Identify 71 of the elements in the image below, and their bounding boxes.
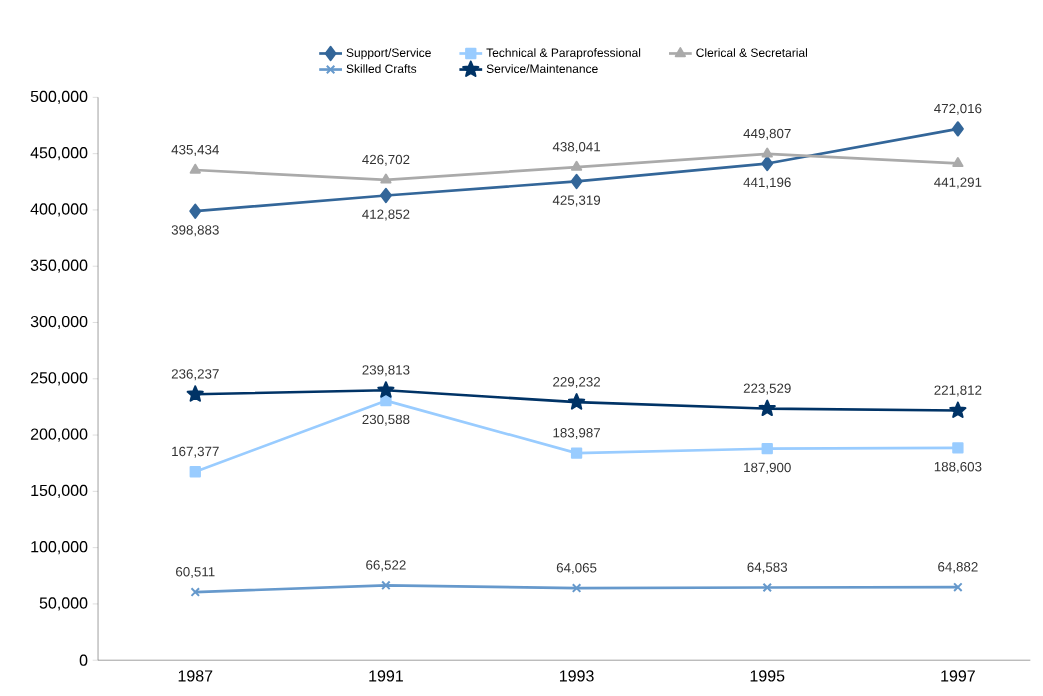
x-tick-label: 1995 bbox=[750, 670, 785, 682]
data-label: 64,065 bbox=[556, 562, 597, 574]
data-label: 425,319 bbox=[552, 195, 601, 207]
point bbox=[377, 381, 395, 398]
data-label: 435,434 bbox=[171, 144, 219, 156]
legend-label: Clerical & Secretarial bbox=[696, 48, 807, 57]
legend-label: Technical & Paraprofessional bbox=[486, 48, 641, 60]
data-label: 229,232 bbox=[553, 376, 601, 389]
y-tick-label: 450,000 bbox=[30, 146, 88, 161]
point bbox=[567, 393, 586, 410]
data-label: 183,987 bbox=[553, 427, 601, 439]
point bbox=[189, 163, 201, 174]
point bbox=[758, 399, 776, 416]
point bbox=[762, 582, 772, 593]
x-tick-label: 1993 bbox=[559, 670, 594, 682]
y-tick-label: 500,000 bbox=[30, 90, 88, 104]
data-label: 398,883 bbox=[171, 225, 219, 237]
legend-label: Support/Service bbox=[346, 48, 431, 60]
data-label: 221,812 bbox=[934, 385, 982, 397]
point bbox=[761, 155, 774, 172]
point bbox=[952, 442, 964, 454]
data-label: 441,196 bbox=[743, 177, 791, 189]
y-tick-label: 150,000 bbox=[31, 484, 88, 498]
x-tick-label: 1991 bbox=[369, 670, 403, 682]
point bbox=[761, 442, 773, 455]
point bbox=[570, 160, 583, 171]
point bbox=[949, 401, 967, 418]
y-tick-label: 400,000 bbox=[30, 203, 88, 217]
data-label: 449,807 bbox=[743, 128, 791, 140]
point bbox=[380, 173, 392, 184]
y-tick-label: 100,000 bbox=[31, 540, 88, 555]
point bbox=[953, 582, 963, 592]
point bbox=[190, 587, 201, 597]
point bbox=[761, 147, 773, 158]
data-label: 438,041 bbox=[552, 141, 601, 153]
legend-label: Service/Maintenance bbox=[486, 64, 598, 73]
data-label: 64,583 bbox=[747, 562, 788, 574]
point bbox=[381, 580, 391, 590]
point bbox=[570, 173, 583, 189]
data-label: 426,702 bbox=[362, 154, 410, 166]
point bbox=[571, 583, 582, 593]
point bbox=[952, 157, 964, 168]
data-label: 187,900 bbox=[744, 462, 791, 474]
point bbox=[951, 121, 964, 137]
point bbox=[186, 385, 204, 402]
y-tick-label: 350,000 bbox=[30, 259, 88, 273]
data-label: 66,522 bbox=[366, 560, 406, 572]
point bbox=[380, 394, 392, 407]
y-tick-label: 200,000 bbox=[30, 428, 88, 442]
point bbox=[189, 466, 201, 478]
y-tick-label: 50,000 bbox=[39, 597, 88, 611]
point bbox=[189, 203, 202, 219]
x-tick-label: 1987 bbox=[178, 670, 213, 682]
data-label: 441,291 bbox=[934, 177, 982, 189]
data-label: 188,603 bbox=[934, 461, 982, 473]
data-label: 236,237 bbox=[171, 369, 219, 381]
point bbox=[379, 187, 392, 204]
data-label: 412,852 bbox=[362, 209, 410, 221]
point bbox=[570, 447, 583, 459]
data-label: 60,511 bbox=[176, 566, 215, 578]
legend-label: Skilled Crafts bbox=[346, 64, 417, 73]
y-tick-label: 300,000 bbox=[30, 315, 88, 329]
data-label: 472,016 bbox=[934, 103, 982, 115]
data-label: 64,882 bbox=[938, 562, 978, 574]
data-label: 239,813 bbox=[362, 365, 410, 377]
x-tick-label: 1997 bbox=[941, 670, 975, 682]
y-tick-label: 250,000 bbox=[30, 372, 88, 386]
data-label: 230,588 bbox=[362, 414, 410, 426]
data-label: 223,529 bbox=[743, 383, 791, 395]
y-tick-label: 0 bbox=[79, 654, 88, 666]
data-label: 167,377 bbox=[172, 446, 219, 458]
